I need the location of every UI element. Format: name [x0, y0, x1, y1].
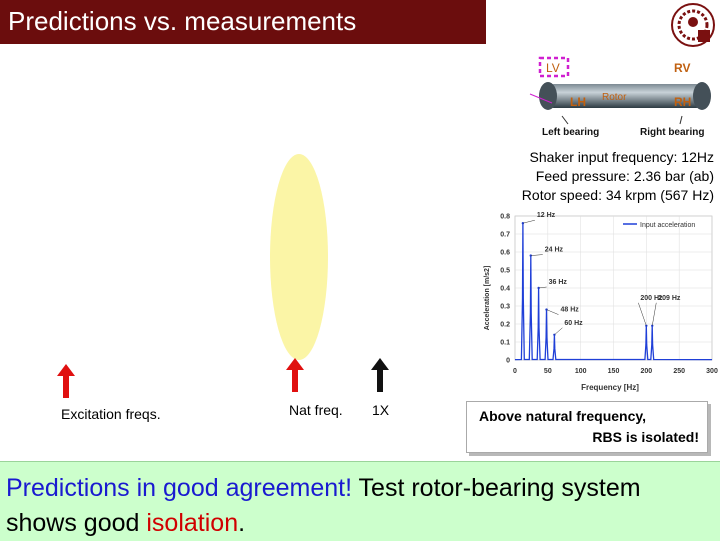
peak-label: 36 Hz — [549, 279, 568, 286]
title-bar: Predictions vs. measurements — [0, 0, 486, 44]
y-tick-label: 0.6 — [500, 250, 510, 257]
label-rotor: Rotor — [602, 92, 627, 103]
conclusion-bar: Predictions in good agreement! Test roto… — [0, 461, 720, 541]
conclusion-text: Predictions in good agreement! Test roto… — [6, 471, 706, 541]
x-tick-label: 150 — [608, 368, 620, 375]
label-right-bearing: Right bearing — [640, 127, 704, 138]
university-logo-icon — [671, 3, 715, 47]
peak-leader-line — [554, 327, 563, 335]
peak-point — [545, 308, 548, 311]
peak-leader-line — [651, 302, 657, 326]
chart-x-label: Frequency [Hz] — [581, 383, 639, 392]
peak-label: 200 Hz — [640, 295, 663, 302]
natural-frequency-highlight — [270, 154, 328, 360]
label-rv: RV — [674, 61, 690, 75]
peak-label: 48 Hz — [561, 307, 580, 314]
callout-line-2: RBS is isolated! — [592, 429, 699, 445]
y-tick-label: 0.8 — [500, 214, 510, 221]
one-x-label: 1X — [372, 402, 390, 418]
x-tick-label: 100 — [575, 368, 587, 375]
isolation-callout: Above natural frequency, RBS is isolated… — [466, 401, 708, 453]
shaker-info: Shaker input frequency: 12Hz Feed pressu… — [470, 148, 714, 205]
label-left-bearing: Left bearing — [542, 127, 599, 138]
shaker-frequency-text: Shaker input frequency: 12Hz — [529, 149, 714, 165]
excitation-label: Excitation freqs. — [61, 406, 161, 422]
label-lh: LH — [570, 95, 586, 109]
acceleration-chart: 0 0.1 0.2 0.3 0.4 0.5 0.6 0.7 0.8 0 50 100 150 200 250… — [484, 212, 718, 392]
label-lv: LV — [546, 61, 560, 75]
y-tick-label: 0.2 — [500, 322, 510, 329]
y-tick-label: 0.5 — [500, 268, 510, 275]
chart-legend: Input acceleration — [623, 222, 695, 229]
page-title: Predictions vs. measurements — [8, 6, 357, 36]
x-tick-label: 50 — [544, 368, 552, 375]
x-tick-label: 200 — [640, 368, 652, 375]
nat-freq-arrow-icon — [286, 358, 304, 392]
rotor-speed-text: Rotor speed: 34 krpm (567 Hz) — [521, 187, 714, 203]
conclusion-isolation: isolation — [146, 509, 239, 537]
x-tick-label: 250 — [673, 368, 685, 375]
y-tick-label: 0.1 — [500, 340, 510, 347]
y-tick-label: 0.4 — [500, 286, 510, 293]
excitation-arrow-icon — [57, 364, 75, 398]
peak-leader-line — [546, 309, 559, 315]
peak-leader-line — [530, 254, 543, 256]
rotor-shaft — [544, 84, 706, 108]
y-tick-label: 0.7 — [500, 232, 510, 239]
rotor-bearing-diagram: LV RV Rotor LH RH Left bearing Right bea… — [529, 56, 711, 138]
y-tick-label: 0.3 — [500, 304, 510, 311]
peak-leader-line — [538, 286, 547, 289]
peak-leader-line — [522, 219, 535, 224]
x-tick-label: 300 — [706, 368, 718, 375]
nat-freq-label: Nat freq. — [289, 402, 343, 418]
legend-entry: Input acceleration — [640, 222, 695, 229]
y-tick-label: 0 — [506, 358, 510, 365]
callout-line-1: Above natural frequency, — [479, 408, 647, 424]
peak-label: 24 Hz — [545, 247, 564, 254]
peak-label: 60 Hz — [564, 320, 583, 327]
one-x-arrow-icon — [371, 358, 389, 392]
peak-label: 12 Hz — [537, 212, 556, 219]
conclusion-middle: Test rotor-bearing system shows good — [6, 474, 641, 537]
conclusion-period: . — [238, 509, 246, 537]
label-rh: RH — [674, 95, 691, 109]
peak-leader-line — [638, 302, 647, 326]
peak-label: 209 Hz — [658, 295, 681, 302]
conclusion-agreement: Predictions in good agreement! — [6, 474, 353, 502]
lv-sensor-box — [538, 56, 570, 78]
x-tick-label: 0 — [513, 368, 517, 375]
feed-pressure-text: Feed pressure: 2.36 bar (ab) — [535, 168, 714, 184]
chart-y-label: Acceleration [m/s2] — [484, 266, 491, 331]
